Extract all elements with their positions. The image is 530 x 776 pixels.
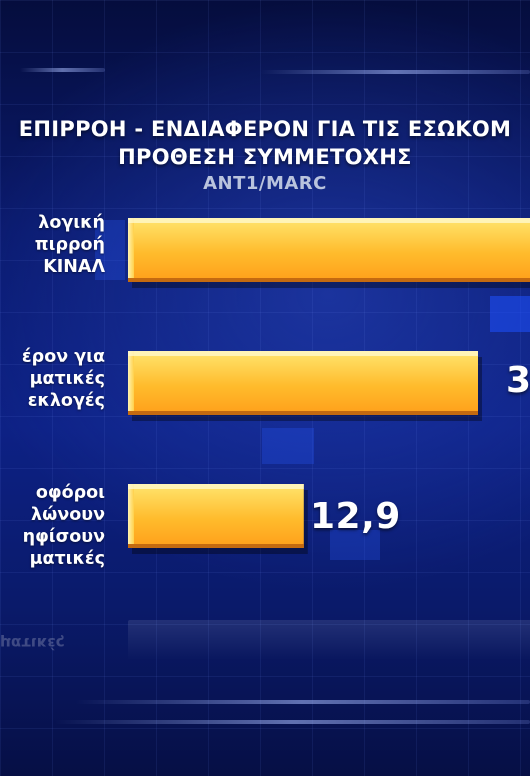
category-label-line: εκλογές <box>27 391 105 411</box>
decor-stripe <box>20 68 105 72</box>
decor-stripe <box>75 700 530 704</box>
bar-body <box>128 218 530 282</box>
bar <box>128 351 482 421</box>
category-label-line: ματικές <box>29 369 105 389</box>
bar <box>128 484 308 554</box>
chart-source: ANT1/MARC <box>203 173 327 194</box>
bar-value-label: 12,9 <box>310 496 401 537</box>
bar-bottom-edge <box>128 278 530 282</box>
bar-bottom-edge <box>128 544 304 548</box>
decor-stripe <box>55 720 530 724</box>
category-label-line: λογική <box>38 213 105 233</box>
bar-highlight <box>128 218 530 223</box>
bar-edge <box>128 351 134 415</box>
category-label-line: ηφίσουν <box>22 527 105 547</box>
bar-edge <box>128 218 134 282</box>
category-label: έρον για ματικές εκλογές <box>22 346 105 412</box>
bar-body <box>128 351 478 415</box>
decor-square <box>95 220 125 280</box>
category-label: λογική πιρροή ΚΙΝΑΛ <box>35 212 105 278</box>
category-label-line: πιρροή <box>34 235 105 255</box>
bar-body <box>128 484 304 548</box>
category-label: οφόροι λώνουν ηφίσουν ματικές <box>23 482 105 570</box>
bar-highlight <box>128 484 304 489</box>
bar <box>128 218 530 288</box>
category-label-line: λώνουν <box>31 505 105 525</box>
decor-square <box>330 530 380 560</box>
bar-bottom-edge <box>128 411 478 415</box>
decor-stripe <box>260 70 530 74</box>
bar-value-label: 3 <box>506 360 530 401</box>
bar-reflection <box>128 620 530 660</box>
category-label-line: ματικές <box>29 549 105 569</box>
decor-square <box>490 296 530 332</box>
bar-edge <box>128 484 134 548</box>
bar-highlight <box>128 351 478 356</box>
decor-square <box>262 428 314 464</box>
reflected-label: ματικές <box>0 634 65 652</box>
category-label-line: ΚΙΝΑΛ <box>43 257 105 277</box>
chart-title-line1: ΕΠΙΡΡΟΗ - ΕΝΔΙΑΦΕΡΟΝ ΓΙΑ ΤΙΣ ΕΣΩΚΟΜ <box>18 117 512 141</box>
category-label-line: έρον για <box>21 347 105 367</box>
category-label-line: οφόροι <box>35 483 105 503</box>
chart-title-line2: ΠΡΟΘΕΣΗ ΣΥΜΜΕΤΟΧΗΣ <box>118 145 412 169</box>
